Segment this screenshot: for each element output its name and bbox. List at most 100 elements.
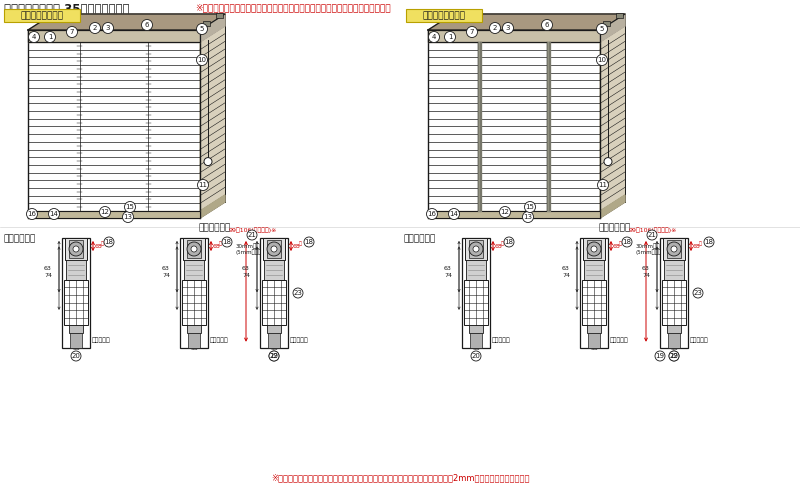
Circle shape (525, 201, 535, 213)
Bar (267, 240, 281, 258)
Text: 14: 14 (50, 211, 58, 217)
Text: 23: 23 (694, 290, 702, 296)
Circle shape (669, 351, 679, 361)
Text: 4: 4 (432, 34, 436, 40)
Text: 68: 68 (613, 244, 621, 248)
Text: 12: 12 (501, 209, 510, 215)
Text: 5: 5 (200, 26, 204, 32)
Text: 63: 63 (242, 266, 250, 271)
Circle shape (542, 20, 553, 30)
Circle shape (122, 212, 134, 222)
Text: 16: 16 (27, 211, 37, 217)
Circle shape (647, 230, 657, 240)
Circle shape (591, 246, 597, 252)
Polygon shape (28, 14, 225, 30)
Polygon shape (600, 195, 625, 218)
Polygon shape (200, 14, 225, 42)
Text: 18: 18 (505, 239, 514, 245)
Bar (65, 238, 87, 260)
Text: 68: 68 (213, 244, 221, 248)
Text: 7: 7 (70, 29, 74, 35)
Text: 35: 35 (72, 346, 80, 351)
Text: 74: 74 (444, 273, 452, 278)
Text: 6: 6 (545, 22, 550, 28)
Bar (469, 240, 483, 258)
Polygon shape (428, 14, 625, 30)
Bar (428, 30, 600, 42)
Polygon shape (600, 14, 625, 218)
Polygon shape (200, 14, 225, 218)
Text: ウッドブラインド 35　ワンコード式: ウッドブラインド 35 ワンコード式 (4, 3, 130, 16)
Text: ㎜: ㎜ (219, 241, 222, 245)
Bar (260, 238, 288, 348)
Text: 30mm調整可能
(5mmピッチ): 30mm調整可能 (5mmピッチ) (236, 243, 267, 255)
Circle shape (473, 246, 479, 252)
Text: スラット幅: スラット幅 (610, 337, 629, 343)
Circle shape (693, 288, 703, 298)
Bar (587, 240, 601, 258)
Text: スラット幅: スラット幅 (92, 337, 110, 343)
Bar (582, 280, 606, 325)
Circle shape (99, 206, 110, 218)
Text: 20: 20 (471, 353, 481, 359)
Bar (28, 211, 200, 218)
Circle shape (429, 31, 439, 43)
Text: 68: 68 (293, 244, 301, 248)
Text: 19: 19 (270, 353, 278, 359)
Text: 3: 3 (106, 25, 110, 31)
Circle shape (71, 351, 81, 361)
Text: 35: 35 (590, 346, 598, 351)
Text: 63: 63 (162, 266, 170, 271)
Circle shape (469, 242, 483, 256)
Text: バランスなし: バランスなし (4, 234, 36, 243)
Text: 15: 15 (526, 204, 534, 210)
Text: 68: 68 (95, 244, 102, 248)
Text: 21: 21 (647, 232, 657, 238)
Bar (662, 280, 686, 325)
Text: 18: 18 (622, 239, 631, 245)
Text: 20: 20 (71, 353, 81, 359)
Text: 63: 63 (562, 266, 570, 271)
Text: 13: 13 (523, 214, 533, 220)
Circle shape (655, 351, 665, 361)
Text: 2: 2 (493, 25, 497, 31)
Text: 68: 68 (693, 244, 701, 248)
Text: 30mm調整可能
(5mmピッチ): 30mm調整可能 (5mmピッチ) (636, 243, 667, 255)
Text: ラダーコード仕様: ラダーコード仕様 (21, 11, 63, 20)
Bar (62, 238, 90, 348)
Bar (189, 333, 200, 348)
Circle shape (29, 31, 39, 43)
Circle shape (522, 212, 534, 222)
Text: スラット幅: スラット幅 (290, 337, 309, 343)
Text: 13: 13 (123, 214, 133, 220)
Text: 6: 6 (145, 22, 150, 28)
Circle shape (26, 209, 38, 220)
Text: 23: 23 (294, 290, 302, 296)
Text: 4: 4 (32, 34, 36, 40)
Circle shape (125, 201, 135, 213)
Text: 74: 74 (162, 273, 170, 278)
Bar (580, 238, 608, 348)
Text: 18: 18 (222, 239, 231, 245)
Circle shape (671, 246, 677, 252)
Text: 99～106(調整可能)※: 99～106(調整可能)※ (229, 227, 277, 233)
Polygon shape (547, 42, 550, 211)
Text: 74: 74 (642, 273, 650, 278)
Text: 22: 22 (670, 353, 678, 359)
Text: 7: 7 (470, 29, 474, 35)
Bar (264, 260, 284, 280)
Text: ㎜: ㎜ (299, 241, 302, 245)
Text: 63: 63 (642, 266, 650, 271)
Circle shape (426, 209, 438, 220)
Text: 35: 35 (190, 346, 198, 351)
Text: 11: 11 (598, 182, 607, 188)
Text: ㎜: ㎜ (619, 241, 622, 245)
Text: 3: 3 (506, 25, 510, 31)
Text: 35: 35 (472, 346, 480, 351)
Text: 2: 2 (93, 25, 97, 31)
Text: バランスあり: バランスあり (599, 223, 631, 232)
Text: ラダーテープ仕様: ラダーテープ仕様 (422, 11, 466, 20)
Text: バランスあり: バランスあり (199, 223, 231, 232)
Bar (664, 260, 684, 280)
Text: 19: 19 (670, 353, 678, 359)
